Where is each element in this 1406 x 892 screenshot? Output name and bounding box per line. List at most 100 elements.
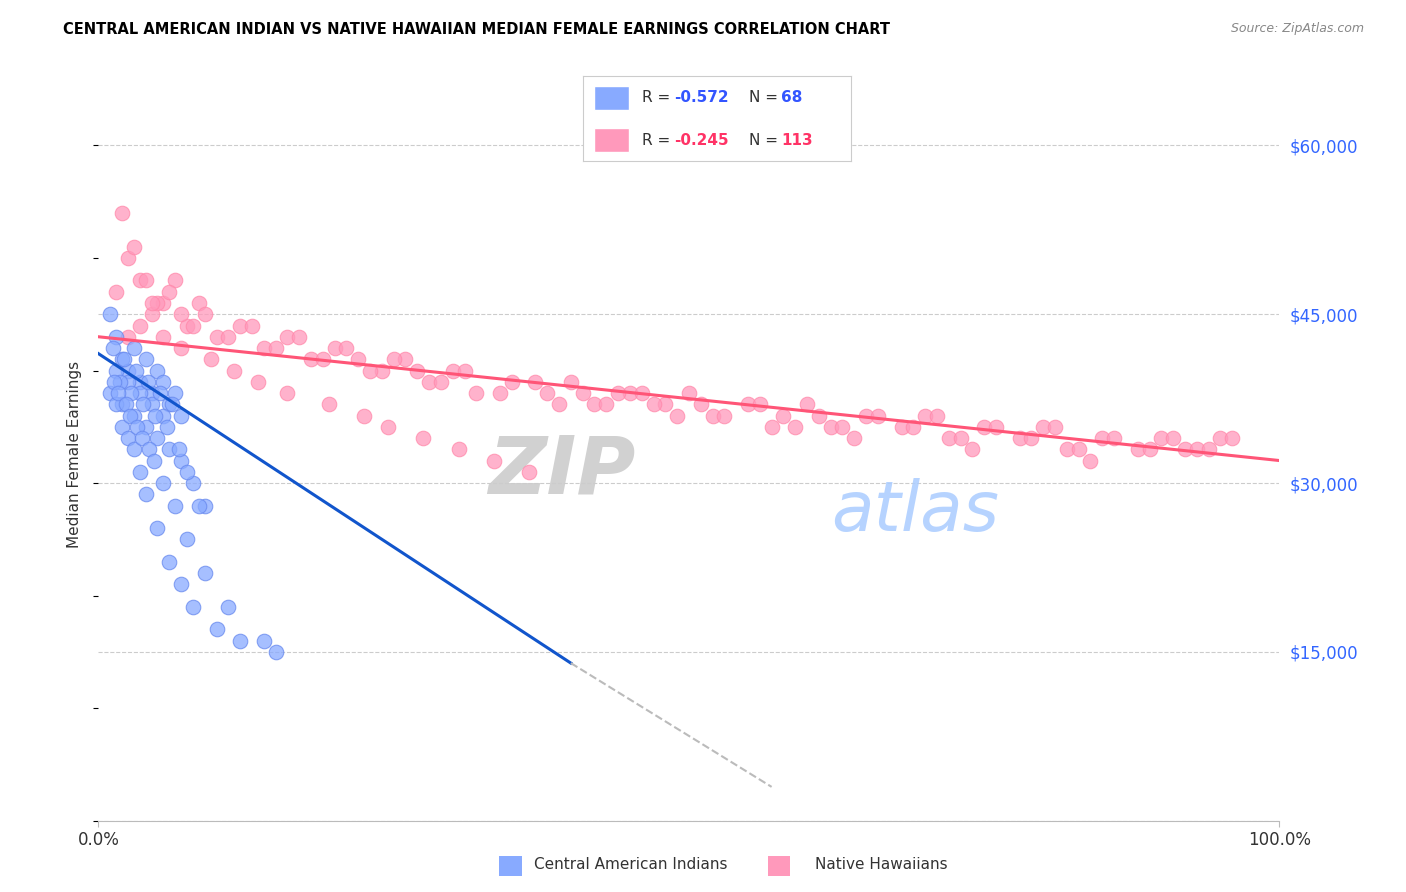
Point: [702, 409, 724, 423]
Point: [482, 453, 505, 467]
Point: [748, 397, 770, 411]
Point: [447, 442, 470, 457]
Point: [925, 409, 948, 423]
Point: [1139, 442, 1161, 457]
Point: [132, 397, 155, 411]
Point: [176, 533, 198, 547]
Point: [121, 386, 143, 401]
Point: [170, 409, 193, 423]
Point: [142, 453, 165, 467]
Point: [253, 633, 276, 648]
Point: [489, 386, 512, 401]
Point: [157, 397, 180, 411]
Point: [583, 397, 606, 411]
Point: [141, 397, 163, 411]
Point: [501, 375, 523, 389]
Text: N =: N =: [749, 133, 783, 148]
Point: [949, 431, 972, 445]
Point: [820, 419, 842, 434]
Point: [111, 397, 134, 411]
Point: [595, 397, 617, 411]
Point: [157, 285, 180, 299]
Point: [122, 341, 145, 355]
Point: [382, 352, 405, 367]
Point: [796, 397, 818, 411]
Point: [176, 465, 198, 479]
Point: [519, 465, 541, 479]
Point: [394, 352, 416, 367]
Point: [128, 273, 150, 287]
Point: [128, 386, 150, 401]
Point: [205, 623, 228, 637]
Point: [194, 307, 217, 321]
Text: R =: R =: [643, 90, 675, 105]
Point: [112, 352, 135, 367]
Point: [1080, 453, 1102, 467]
Point: [170, 307, 193, 321]
Point: [276, 330, 298, 344]
Point: [264, 341, 287, 355]
Point: [914, 409, 936, 423]
Point: [176, 318, 198, 333]
Text: -0.572: -0.572: [675, 90, 728, 105]
Point: [312, 352, 335, 367]
Point: [1150, 431, 1173, 445]
Point: [654, 397, 676, 411]
Point: [149, 386, 172, 401]
Point: [122, 442, 145, 457]
Point: [146, 363, 169, 377]
Point: [194, 499, 217, 513]
Point: [187, 296, 209, 310]
Point: [127, 419, 149, 434]
Point: [371, 363, 394, 377]
Text: atlas: atlas: [831, 478, 998, 545]
Point: [288, 330, 311, 344]
Point: [785, 419, 807, 434]
Point: [571, 386, 593, 401]
Point: [607, 386, 630, 401]
Point: [108, 375, 131, 389]
Point: [406, 363, 429, 377]
Point: [114, 397, 136, 411]
Point: [246, 375, 269, 389]
Point: [962, 442, 984, 457]
Point: [347, 352, 370, 367]
Point: [1091, 431, 1114, 445]
Point: [146, 521, 169, 535]
Point: [205, 330, 228, 344]
Point: [984, 419, 1007, 434]
Point: [131, 431, 153, 445]
Point: [181, 318, 204, 333]
Point: [194, 566, 217, 580]
Point: [276, 386, 298, 401]
Point: [318, 397, 340, 411]
Point: [359, 363, 381, 377]
Point: [335, 341, 357, 355]
FancyBboxPatch shape: [595, 86, 628, 110]
Point: [666, 409, 689, 423]
Point: [619, 386, 641, 401]
Point: [157, 442, 180, 457]
Point: [253, 341, 276, 355]
Point: [105, 285, 128, 299]
Point: [1220, 431, 1243, 445]
Text: 113: 113: [782, 133, 813, 148]
Point: [135, 352, 157, 367]
Point: [831, 419, 853, 434]
Point: [152, 375, 174, 389]
Point: [855, 409, 877, 423]
Point: [536, 386, 558, 401]
Point: [418, 375, 440, 389]
Point: [165, 273, 187, 287]
Point: [299, 352, 322, 367]
Point: [713, 409, 735, 423]
Point: [146, 296, 169, 310]
Point: [170, 453, 193, 467]
Point: [844, 431, 866, 445]
Point: [170, 577, 193, 591]
Point: [678, 386, 700, 401]
Point: [1209, 431, 1232, 445]
Point: [1021, 431, 1043, 445]
Point: [141, 386, 163, 401]
Point: [122, 240, 145, 254]
